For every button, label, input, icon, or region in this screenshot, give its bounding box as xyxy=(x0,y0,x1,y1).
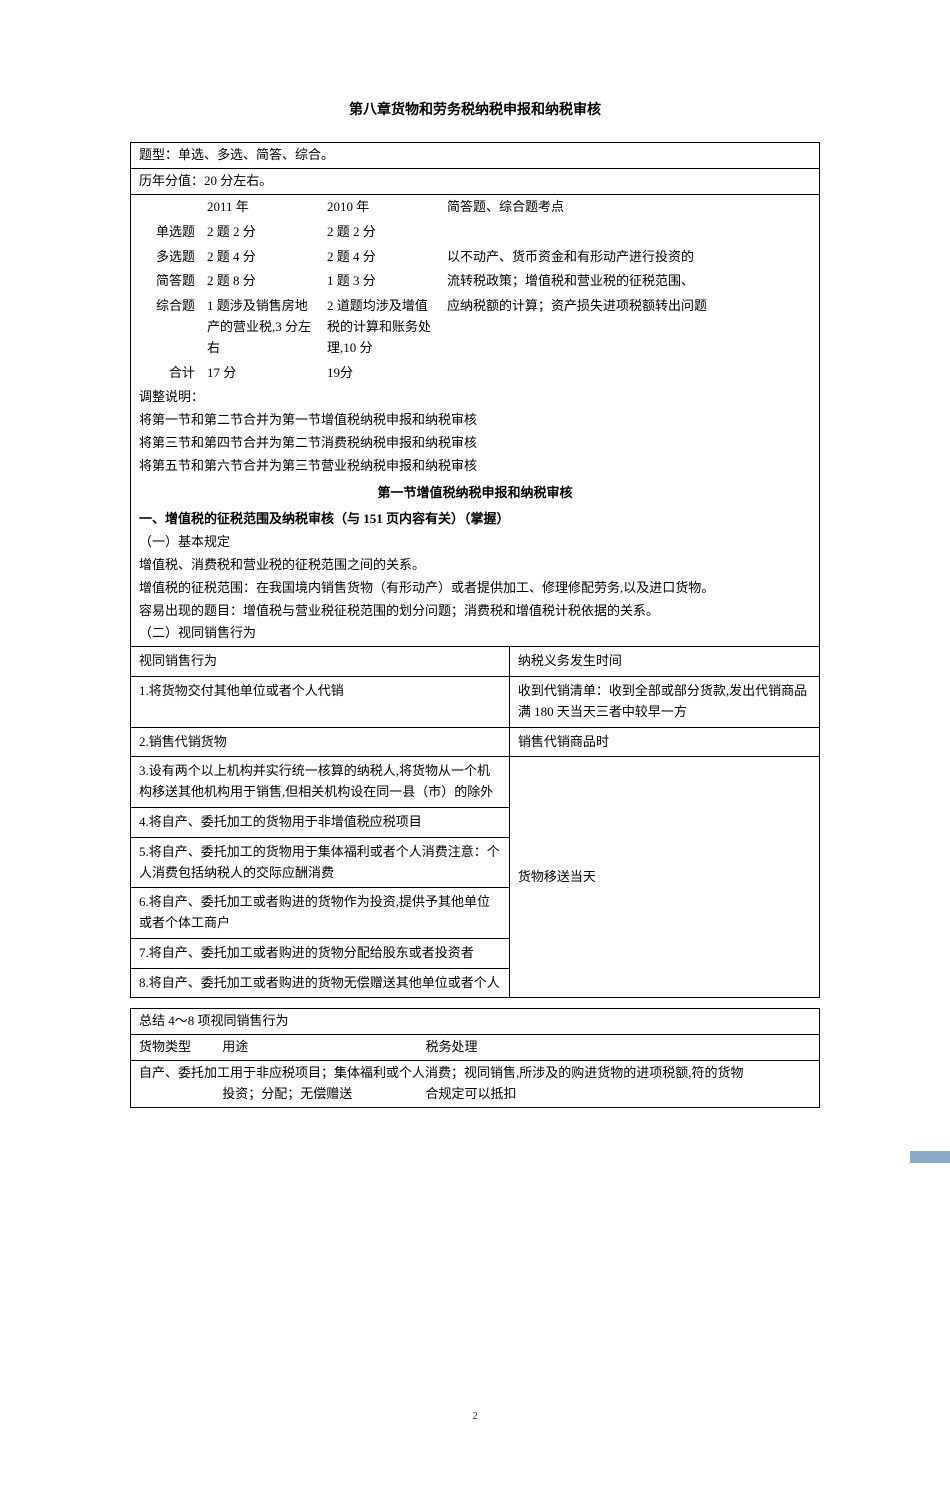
row-2011: 2 题 8 分 xyxy=(201,269,321,294)
table-row: 销售代销商品时 xyxy=(509,727,819,757)
summary-detail-left: 自产、委托加工用于非应税项目；集体福利或个人消费；视同销售,所涉及的购进货物的进… xyxy=(139,1065,744,1080)
row-cat: 综合题 xyxy=(131,294,201,360)
adjust-line2: 将第三节和第四节合并为第二节消费税纳税申报和纳税审核 xyxy=(139,433,811,454)
adjust-line1: 将第一节和第二节合并为第一节增值税纳税申报和纳税审核 xyxy=(139,410,811,431)
row-2011: 17 分 xyxy=(201,361,321,386)
stats-table: 2011 年 2010 年 简答题、综合题考点 单选题 2 题 2 分 2 题 … xyxy=(131,195,819,385)
section1-sub1: （一）基本规定 xyxy=(139,532,811,553)
table-row: 7.将自产、委托加工或者购进的货物分配给股东或者投资者 xyxy=(131,938,509,968)
section1-title: 第一节增值税纳税申报和纳税审核 xyxy=(131,483,819,504)
right-header: 简答题、综合题考点 xyxy=(441,195,819,220)
adjust-line3: 将第五节和第六节合并为第三节营业税纳税申报和纳税审核 xyxy=(139,456,811,477)
year-2011-header: 2011 年 xyxy=(201,195,321,220)
row-note: 流转税政策；增值税和营业税的征税范围、 xyxy=(441,269,819,294)
section1-heading1: 一、增值税的征税范围及纳税审核（与 151 页内容有关）（掌握） xyxy=(139,509,811,530)
summary-header-row: 货物类型 用途 税务处理 xyxy=(131,1034,819,1060)
table-row: 2.销售代销货物 xyxy=(131,727,509,757)
page-title: 第八章货物和劳务税纳税申报和纳税审核 xyxy=(130,100,820,122)
corner-mark xyxy=(910,1151,950,1163)
meta-question-types: 题型：单选、多选、简答、综合。 xyxy=(131,143,819,169)
section1-line1: 增值税、消费税和营业税的征税范围之间的关系。 xyxy=(139,555,811,576)
table-row: 8.将自产、委托加工或者购进的货物无偿赠送其他单位或者个人 xyxy=(131,968,509,997)
table-row: 3.设有两个以上机构并实行统一核算的纳税人,将货物从一个机构移送其他机构用于销售… xyxy=(131,757,509,808)
table-row: 4.将自产、委托加工的货物用于非增值税应税项目 xyxy=(131,807,509,837)
main-content-box: 题型：单选、多选、简答、综合。 历年分值：20 分左右。 2011 年 2010… xyxy=(130,142,820,998)
table-row: 1.将货物交付其他单位或者个人代销 xyxy=(131,676,509,727)
section1-line3: 容易出现的题目：增值税与营业税征税范围的划分问题；消费税和增值税计税依据的关系。 xyxy=(139,601,811,622)
summary-detail-right: 合规定可以抵扣 xyxy=(426,1086,517,1101)
table-row: 5.将自产、委托加工的货物用于集体福利或者个人消费注意：个人消费包括纳税人的交际… xyxy=(131,837,509,888)
summary-line1: 总结 4～8 项视同销售行为 xyxy=(131,1008,819,1034)
row-note xyxy=(441,361,819,386)
summary-detail-row: 自产、委托加工用于非应税项目；集体福利或个人消费；视同销售,所涉及的购进货物的进… xyxy=(131,1060,819,1107)
table-row: 6.将自产、委托加工或者购进的货物作为投资,提供予其他单位或者个体工商户 xyxy=(131,888,509,939)
row-cat: 多选题 xyxy=(131,245,201,270)
row-2011: 1 题涉及销售房地产的营业税,3 分左右 xyxy=(201,294,321,360)
summary-box: 总结 4～8 项视同销售行为 货物类型 用途 税务处理 自产、委托加工用于非应税… xyxy=(130,1008,820,1107)
row-2010: 2 道题均涉及增值税的计算和账务处理,10 分 xyxy=(321,294,441,360)
year-2010-header: 2010 年 xyxy=(321,195,441,220)
row-2010: 2 题 4 分 xyxy=(321,245,441,270)
row-note: 应纳税额的计算；资产损失进项税额转出问题 xyxy=(441,294,819,360)
row-2010: 19分 xyxy=(321,361,441,386)
row-2011: 2 题 4 分 xyxy=(201,245,321,270)
row-2011: 2 题 2 分 xyxy=(201,220,321,245)
table-row: 货物移送当天 xyxy=(509,757,819,998)
row-cat: 单选题 xyxy=(131,220,201,245)
row-2010: 1 题 3 分 xyxy=(321,269,441,294)
summary-hdr-right: 税务处理 xyxy=(426,1039,478,1054)
deemed-sales-table: 视同销售行为 纳税义务发生时间 1.将货物交付其他单位或者个人代销 收到代销清单… xyxy=(131,646,819,997)
page-number: 2 xyxy=(130,1408,820,1426)
meta-historical-score: 历年分值：20 分左右。 xyxy=(131,169,819,195)
row-2010: 2 题 2 分 xyxy=(321,220,441,245)
summary-hdr-mid: 用途 xyxy=(222,1037,422,1058)
summary-detail-mid: 投资；分配；无偿赠送 xyxy=(222,1084,422,1105)
tbl2-header-left: 视同销售行为 xyxy=(131,647,509,677)
table-row: 收到代销清单：收到全部或部分货款,发出代销商品满 180 天当天三者中较早一方 xyxy=(509,676,819,727)
adjust-label: 调整说明： xyxy=(139,387,811,408)
tbl2-header-right: 纳税义务发生时间 xyxy=(509,647,819,677)
row-note: 以不动产、货币资金和有形动产进行投资的 xyxy=(441,245,819,270)
row-cat: 简答题 xyxy=(131,269,201,294)
section1-sub2: （二）视同销售行为 xyxy=(139,623,811,644)
summary-hdr-left: 货物类型 xyxy=(139,1037,219,1058)
row-note xyxy=(441,220,819,245)
section1-line2: 增值税的征税范围：在我国境内销售货物（有形动产）或者提供加工、修理修配劳务,以及… xyxy=(139,578,811,599)
row-cat: 合计 xyxy=(131,361,201,386)
